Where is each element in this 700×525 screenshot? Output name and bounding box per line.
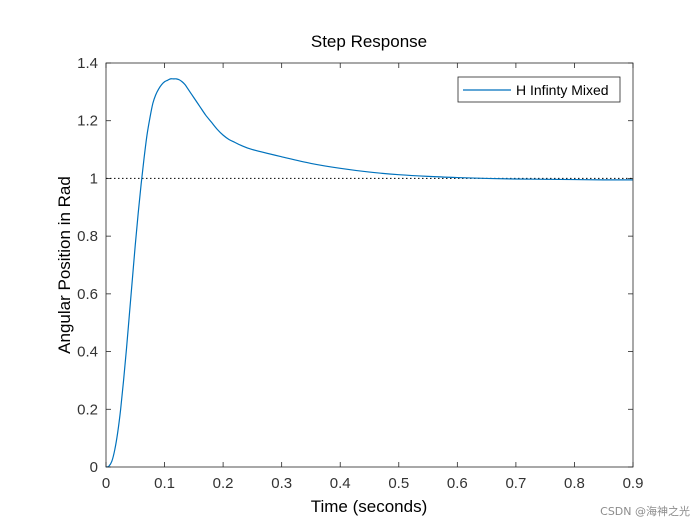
watermark: CSDN @海神之光 [600,504,690,518]
legend: H Infinty Mixed [457,76,621,103]
y-tick-label: 0 [90,459,98,476]
chart-title: Step Response [311,32,427,51]
y-tick-label: 0.8 [77,228,98,245]
y-tick-label: 0.2 [77,401,98,418]
x-tick-label: 0.6 [447,475,468,492]
x-tick-label: 0.9 [623,475,644,492]
x-tick-label: 0.3 [271,475,292,492]
y-axis-label: Angular Position in Rad [55,176,74,354]
y-tick-label: 1 [90,170,98,187]
y-tick-label: 0.6 [77,286,98,303]
x-tick-label: 0 [102,475,110,492]
plot-area [106,63,633,467]
tick-labels: 0 0.1 0.2 0.3 0.4 0.5 0.6 0.7 0.8 0.9 0 0.2 0.4 0.6 0.… [77,55,643,492]
x-tick-label: 0.4 [330,475,351,492]
plot-frame [105,62,634,468]
x-axis-label: Time (seconds) [311,497,428,516]
y-tick-label: 1.2 [77,113,98,130]
y-tick-label: 1.4 [77,55,98,72]
legend-label-h-infinty-mixed: H Infinty Mixed [516,82,609,98]
x-tick-label: 0.2 [213,475,234,492]
x-tick-label: 0.8 [564,475,585,492]
y-tick-label: 0.4 [77,344,98,361]
series-line-h-infinty-mixed [105,78,634,468]
x-tick-label: 0.5 [388,475,409,492]
x-tick-label: 0.1 [154,475,175,492]
x-tick-label: 0.7 [505,475,526,492]
